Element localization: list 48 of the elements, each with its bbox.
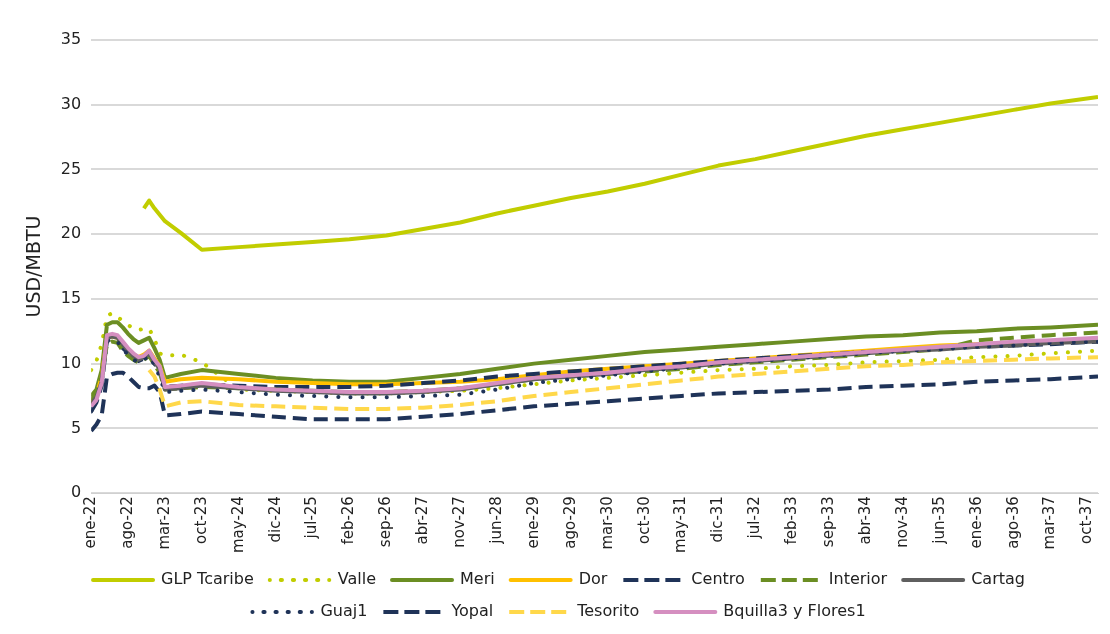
x-tick-label: oct-37 bbox=[1077, 496, 1096, 544]
x-tick-label: mar-37 bbox=[1040, 496, 1059, 550]
y-tick-label: 15 bbox=[60, 288, 82, 308]
legend-label: Yopal bbox=[450, 601, 494, 621]
x-tick-label: jun-35 bbox=[929, 496, 948, 545]
x-tick-label: ene-22 bbox=[81, 496, 100, 549]
x-tick-label: ago-36 bbox=[1003, 496, 1022, 549]
x-tick-label: ago-22 bbox=[117, 496, 136, 549]
x-tick-label: oct-23 bbox=[191, 496, 210, 544]
x-tick-label: sep-33 bbox=[819, 496, 838, 548]
legend-label: GLP Tcaribe bbox=[161, 569, 254, 589]
x-tick-label: jul-25 bbox=[302, 496, 321, 540]
x-tick-label: mar-30 bbox=[597, 496, 616, 550]
y-tick-label: 5 bbox=[70, 417, 82, 437]
y-tick-label: 30 bbox=[60, 93, 82, 113]
x-tick-label: nov-27 bbox=[450, 496, 469, 548]
x-tick-label: nov-34 bbox=[892, 496, 911, 548]
x-tick-label: oct-30 bbox=[634, 496, 653, 544]
legend-label: Guaj1 bbox=[320, 601, 368, 621]
y-tick-label: 0 bbox=[70, 482, 82, 502]
x-tick-label: sep-26 bbox=[376, 496, 395, 548]
x-tick-label: abr-27 bbox=[413, 496, 432, 545]
legend-label: Centro bbox=[691, 569, 745, 589]
x-tick-label: feb-26 bbox=[339, 496, 358, 545]
y-axis-title: USD/MBTU bbox=[22, 215, 45, 318]
legend-label: Interior bbox=[828, 569, 888, 589]
x-tick-label: abr-34 bbox=[855, 496, 874, 545]
x-tick-label: may-31 bbox=[671, 496, 690, 554]
legend-label: Bquilla3 y Flores1 bbox=[723, 601, 866, 621]
legend-label: Tesorito bbox=[576, 601, 640, 621]
x-tick-label: feb-33 bbox=[782, 496, 801, 545]
y-tick-label: 25 bbox=[60, 158, 82, 178]
legend-label: Dor bbox=[578, 569, 608, 589]
y-tick-label: 35 bbox=[60, 29, 82, 49]
legend-label: Cartag bbox=[971, 569, 1025, 589]
legend-label: Valle bbox=[337, 569, 377, 589]
x-tick-label: may-24 bbox=[228, 496, 247, 554]
x-tick-label: dic-24 bbox=[265, 496, 284, 543]
x-tick-label: mar-23 bbox=[154, 496, 173, 550]
x-tick-label: ene-29 bbox=[523, 496, 542, 549]
y-tick-label: 10 bbox=[60, 352, 82, 372]
y-tick-label: 20 bbox=[60, 223, 82, 243]
x-tick-label: ene-36 bbox=[966, 496, 985, 549]
x-tick-label: jun-28 bbox=[486, 496, 505, 545]
x-tick-label: ago-29 bbox=[560, 496, 579, 549]
x-tick-label: jul-32 bbox=[745, 496, 764, 540]
legend-label: Meri bbox=[460, 569, 495, 589]
x-tick-label: dic-31 bbox=[708, 496, 727, 543]
